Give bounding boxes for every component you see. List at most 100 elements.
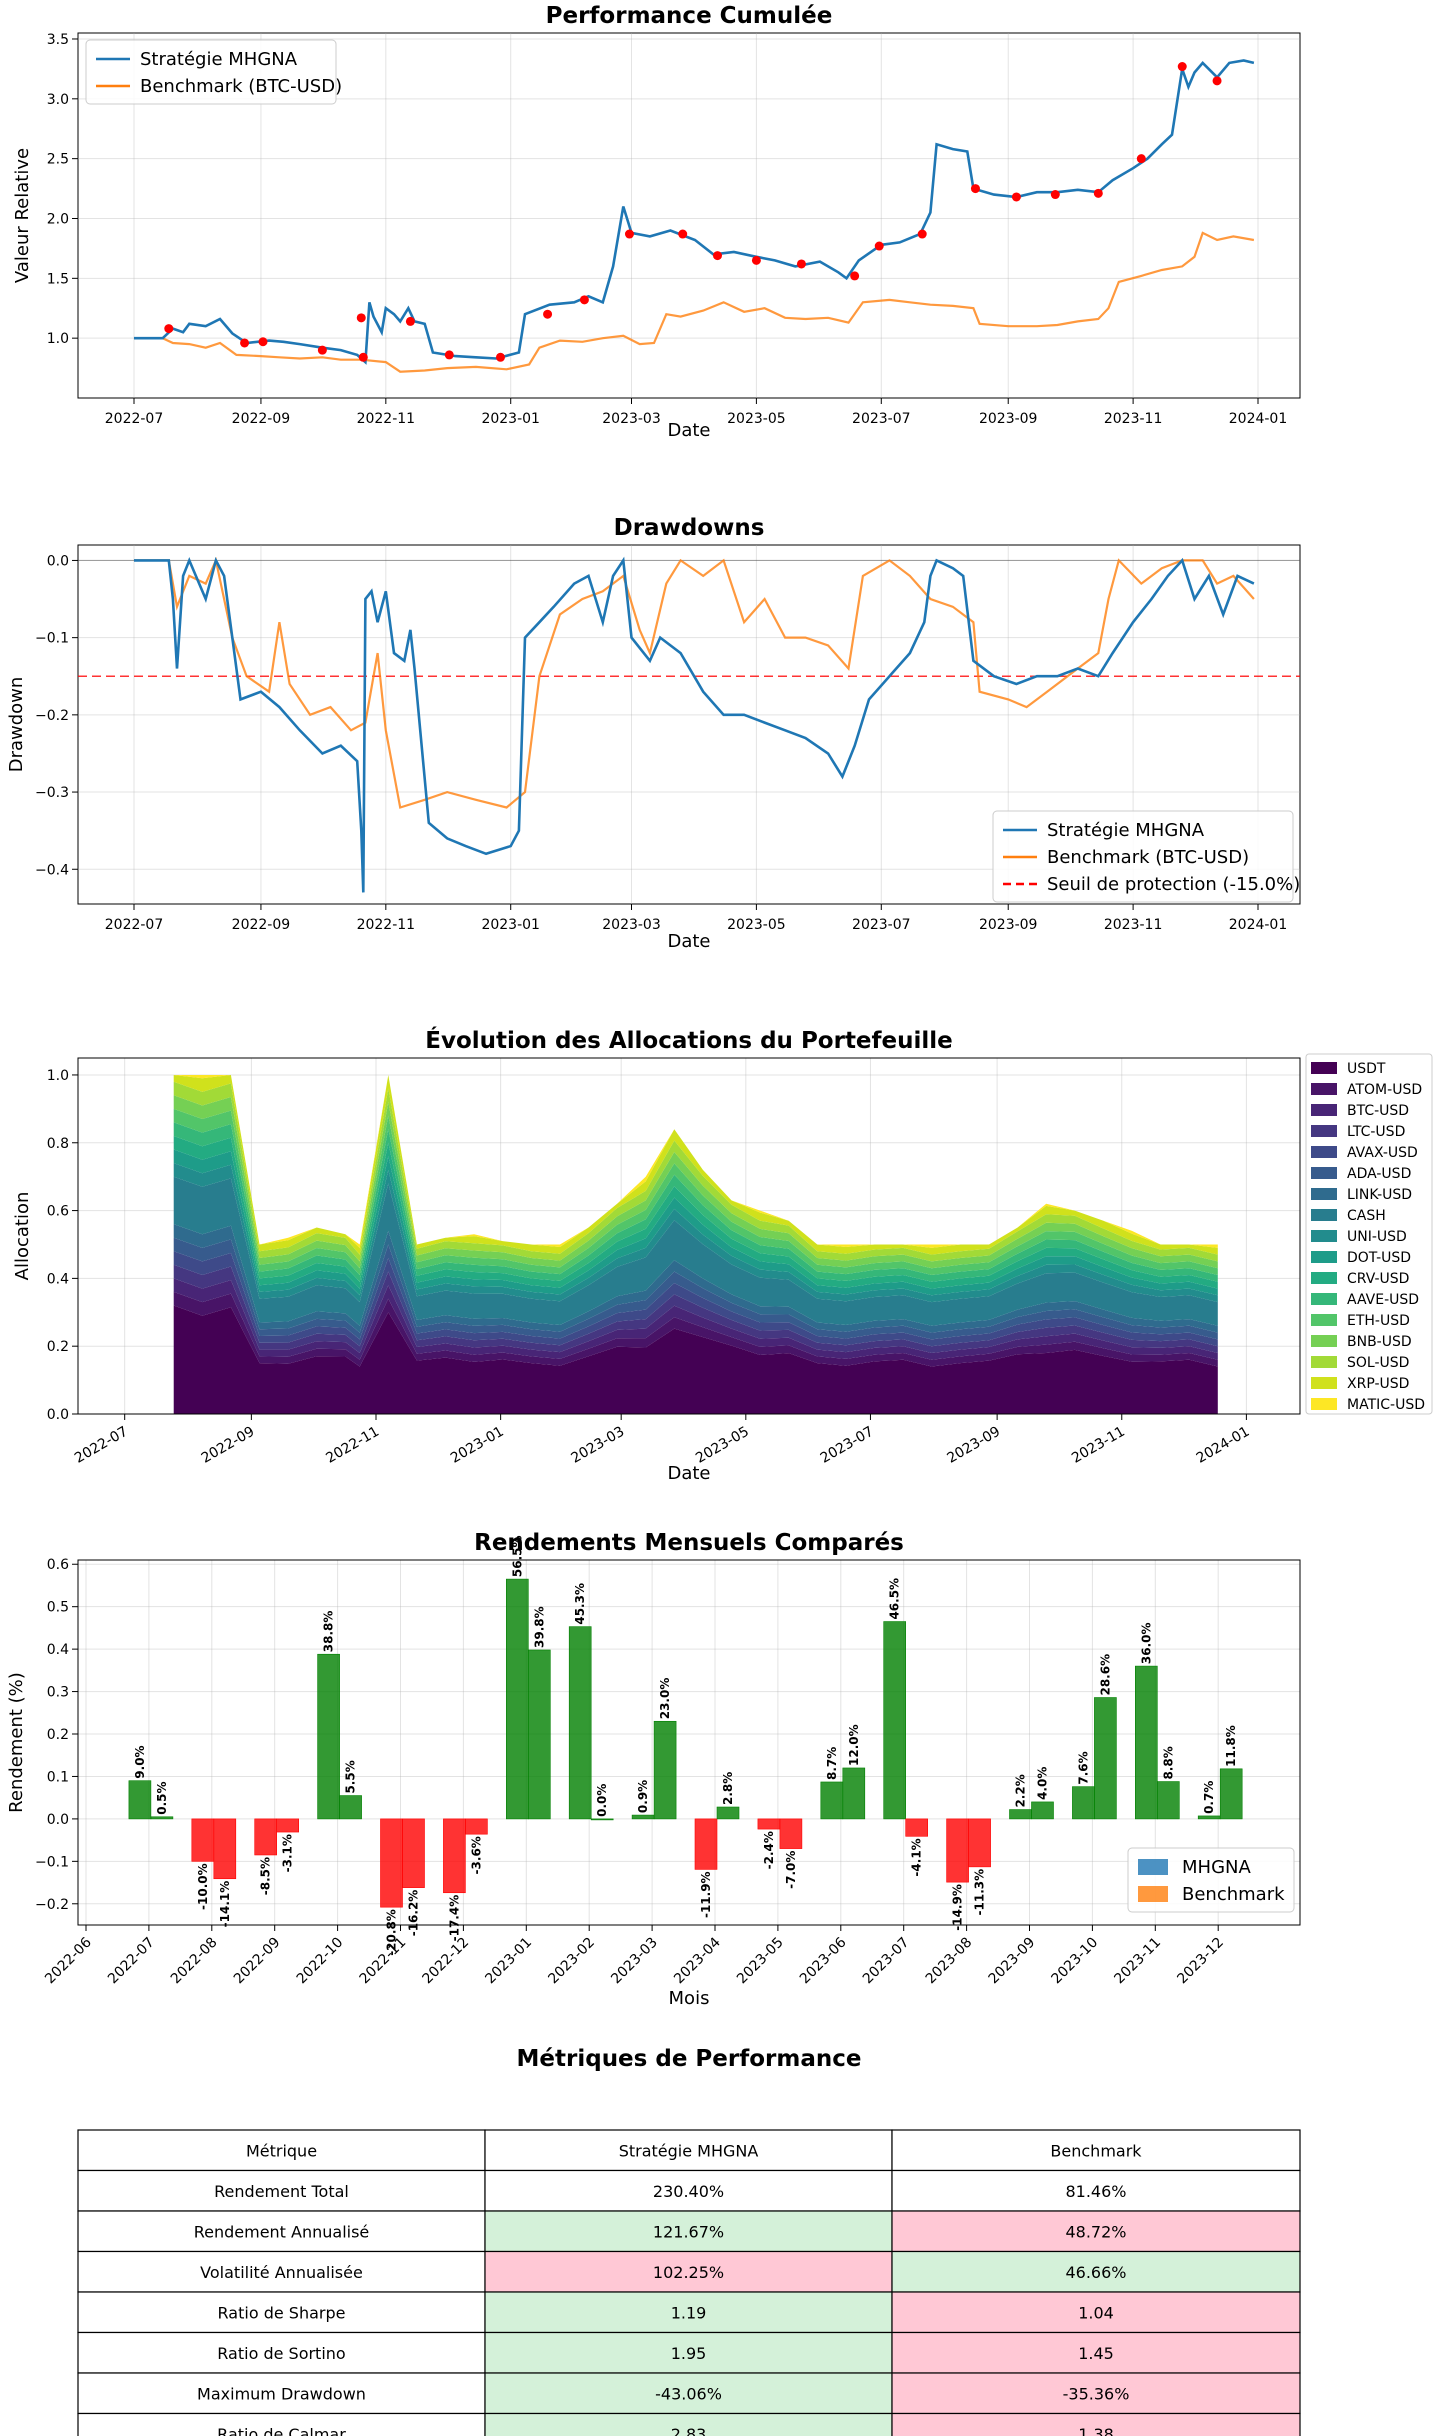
monthly-returns-chart-legend-swatch xyxy=(1138,1859,1168,1875)
monthly-returns-chart-bar-label: 38.8% xyxy=(322,1611,336,1653)
allocation-chart-area-bnb-usd xyxy=(173,1095,1218,1269)
monthly-returns-chart-tick-label-x: 2022-09 xyxy=(231,1935,284,1988)
metrics-table-cell-text: 102.25% xyxy=(653,2263,724,2282)
drawdown-chart-x-axis: 2022-07 2022-09 2022-11 2023-01 2023-03 2023-… xyxy=(105,545,1287,933)
performance-chart-rebalance-marker xyxy=(579,295,589,305)
monthly-returns-chart-frame xyxy=(77,1559,1301,1926)
metrics-table-cell xyxy=(891,2210,1301,2253)
performance-chart-x-axis: 2022-07 2022-09 2022-11 2023-01 2023-03 2023-… xyxy=(105,33,1287,427)
monthly-returns-chart-bar-benchmark xyxy=(1031,1801,1054,1820)
monthly-returns-chart-bar-label: 0.7% xyxy=(1202,1781,1216,1814)
metrics-table-cell xyxy=(77,2331,486,2374)
monthly-returns-chart-bar-label: -4.1% xyxy=(910,1838,924,1876)
metrics-table-cell xyxy=(891,2129,1301,2172)
metrics-table-cell-text: Ratio de Sharpe xyxy=(218,2303,346,2322)
metrics-table-cell xyxy=(891,2412,1301,2436)
performance-chart-tick-label-y: 3.0 xyxy=(47,92,69,108)
allocation-chart-legend-label: UNI-USD xyxy=(1347,1229,1407,1245)
drawdown-chart-tick-label-x: 2022-11 xyxy=(357,917,416,933)
monthly-returns-chart-bar-label: -10.0% xyxy=(196,1863,210,1910)
monthly-returns-chart-bar-label: -2.4% xyxy=(762,1831,776,1869)
drawdown-chart-tick-label-y: 0.0 xyxy=(47,553,69,569)
performance-chart-tick-label-x: 2023-07 xyxy=(852,411,911,427)
monthly-returns-chart-legend-label: Benchmark xyxy=(1182,1884,1285,1905)
monthly-returns-chart-legend-box xyxy=(1127,1847,1295,1913)
monthly-returns-chart-bar-mhgna xyxy=(1197,1815,1221,1820)
metrics-table-cell xyxy=(484,2372,893,2415)
monthly-returns-chart-bar-label: -8.5% xyxy=(259,1857,273,1895)
monthly-returns-chart-tick-label-x: 2023-07 xyxy=(860,1935,913,1988)
monthly-returns-chart-bar-benchmark xyxy=(590,1818,614,1821)
monthly-returns-chart-tick-label-x: 2023-11 xyxy=(1111,1935,1164,1988)
metrics-table-cell-text: Rendement Total xyxy=(214,2182,349,2201)
allocation-chart-tick-label-x: 2024-01 xyxy=(1194,1424,1253,1467)
monthly-returns-chart-bar-mhgna xyxy=(128,1780,152,1820)
allocation-chart-area-dot-usd xyxy=(173,1149,1218,1296)
performance-chart-tick-label-y: 2.5 xyxy=(47,152,69,168)
monthly-returns-chart-tick-label-y: −0.2 xyxy=(35,1897,69,1913)
performance-chart-rebalance-marker xyxy=(917,229,927,239)
monthly-returns-chart-bar-benchmark xyxy=(339,1795,362,1820)
metrics-table-cell-text: 46.66% xyxy=(1065,2263,1126,2282)
monthly-returns-chart-bar-mhgna xyxy=(191,1818,215,1862)
allocation-chart-tick-label-y: 0.4 xyxy=(47,1271,69,1287)
allocation-chart-tick-label-y: 0.6 xyxy=(47,1204,69,1220)
metrics-table-cell-text: Volatilité Annualisée xyxy=(200,2263,363,2282)
monthly-returns-chart-legend-label: MHGNA xyxy=(1182,1857,1251,1878)
metrics-table-cell xyxy=(484,2250,893,2293)
monthly-returns-chart-bar-benchmark xyxy=(1157,1781,1180,1820)
allocation-chart-legend-swatch xyxy=(1311,1062,1337,1074)
monthly-returns-chart-bar-label: -11.9% xyxy=(699,1871,713,1918)
performance-chart-legend: Stratégie MHGNA Benchmark (BTC-USD) xyxy=(85,39,342,105)
performance-chart-rebalance-marker xyxy=(751,255,761,265)
monthly-returns-chart-bar-label: 0.5% xyxy=(155,1781,169,1814)
performance-chart-tick-label-y: 3.5 xyxy=(47,32,69,48)
monthly-returns-chart-bar-mhgna xyxy=(568,1626,592,1820)
monthly-returns-chart-bar-label: -11.3% xyxy=(973,1869,987,1916)
drawdown-chart-series-line xyxy=(134,556,1255,809)
allocation-chart-legend-label: BTC-USD xyxy=(1347,1103,1409,1119)
allocation-chart-area-ltc-usd xyxy=(173,1264,1218,1353)
monthly-returns-chart-bar-benchmark xyxy=(905,1818,929,1837)
allocation-chart-legend-swatch xyxy=(1311,1104,1337,1116)
monthly-returns-chart-bar-benchmark xyxy=(842,1767,866,1820)
performance-chart-rebalance-marker xyxy=(1177,62,1187,72)
allocation-chart-legend-swatch xyxy=(1311,1230,1337,1242)
metrics-table-cell-text: 81.46% xyxy=(1065,2182,1126,2201)
monthly-returns-chart-legend: MHGNA Benchmark xyxy=(1127,1847,1295,1913)
allocation-chart-tick-label-y: 0.8 xyxy=(47,1136,69,1152)
metrics-table-cell xyxy=(77,2169,486,2212)
allocation-chart-legend-label: ADA-USD xyxy=(1347,1166,1411,1182)
monthly-returns-chart-tick-label-x: 2022-08 xyxy=(168,1935,221,1988)
monthly-returns-chart-tick-label-y: 0.2 xyxy=(47,1727,69,1743)
metrics-table-cell-text: 1.38 xyxy=(1078,2425,1114,2436)
monthly-returns-chart-bar-label: -14.1% xyxy=(218,1881,232,1928)
monthly-returns-chart-bar-label: 9.0% xyxy=(133,1745,147,1778)
allocation-chart-legend-swatch xyxy=(1311,1272,1337,1284)
drawdown-chart-x-axis-label: Date xyxy=(667,931,710,952)
allocation-chart-legend-label: CASH xyxy=(1347,1208,1386,1224)
performance-chart-tick-label-x: 2023-05 xyxy=(727,411,786,427)
metrics-table-cell xyxy=(77,2250,486,2293)
allocation-chart-legend-label: MATIC-USD xyxy=(1347,1397,1425,1413)
performance-chart-tick-label-y: 1.5 xyxy=(47,271,69,287)
allocation-chart-legend-swatch xyxy=(1311,1167,1337,1179)
performance-chart-series-line xyxy=(134,59,1255,365)
monthly-returns-chart-bar-benchmark xyxy=(1094,1697,1117,1820)
performance-chart-rebalance-marker xyxy=(874,241,884,251)
allocation-chart-legend-swatch xyxy=(1311,1251,1337,1263)
performance-chart-tick-label-x: 2022-07 xyxy=(105,411,164,427)
performance-chart-y-axis-label: Valeur Relative xyxy=(12,148,33,283)
allocation-chart-tick-label-x: 2023-07 xyxy=(818,1424,877,1467)
metrics-table-cell-text: 1.04 xyxy=(1078,2303,1114,2322)
metrics-table-header-cell-text: Benchmark xyxy=(1050,2141,1142,2160)
allocation-chart-legend-label: ATOM-USD xyxy=(1347,1082,1422,1098)
monthly-returns-chart-bar-label: 4.0% xyxy=(1036,1767,1050,1800)
monthly-returns-chart-bar-mhgna xyxy=(1072,1786,1095,1820)
monthly-returns-chart-tick-label-y: 0.6 xyxy=(47,1557,69,1573)
performance-chart-rebalance-marker xyxy=(240,338,250,348)
drawdown-chart-frame xyxy=(77,544,1301,905)
metrics-table-cell-text: 121.67% xyxy=(653,2222,724,2241)
monthly-returns-chart-tick-label-x: 2023-08 xyxy=(923,1935,976,1988)
allocation-chart-legend-box xyxy=(1305,1053,1433,1415)
